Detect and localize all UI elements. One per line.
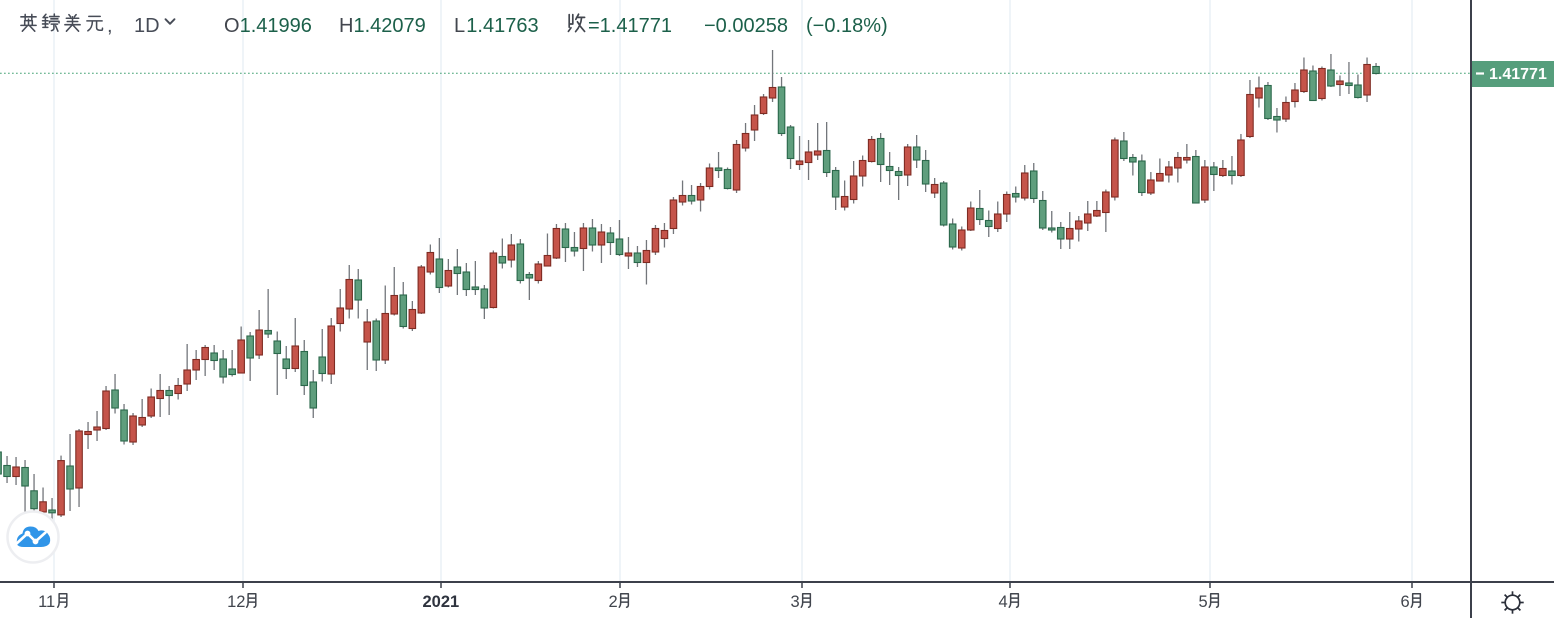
- svg-text:3: 3: [791, 593, 800, 611]
- svg-text:5: 5: [1199, 593, 1208, 611]
- svg-text:(−0.18%): (−0.18%): [806, 15, 888, 37]
- svg-text:1D: 1D: [134, 15, 160, 37]
- svg-text:2: 2: [609, 593, 618, 611]
- svg-text:O: O: [224, 15, 240, 37]
- svg-text:1.41763: 1.41763: [466, 15, 538, 37]
- svg-text:H: H: [339, 15, 353, 37]
- svg-text:4: 4: [999, 593, 1008, 611]
- svg-text:12: 12: [227, 593, 245, 611]
- svg-text:1.42079: 1.42079: [354, 15, 426, 37]
- svg-text:=1.41771: =1.41771: [588, 15, 672, 37]
- svg-text:1.41996: 1.41996: [240, 15, 312, 37]
- svg-text:11: 11: [38, 593, 55, 611]
- svg-text:6: 6: [1401, 593, 1410, 611]
- svg-text:L: L: [454, 15, 465, 37]
- svg-text:,: ,: [107, 15, 113, 37]
- svg-text:2021: 2021: [423, 593, 460, 611]
- svg-text:1.41771: 1.41771: [1489, 66, 1547, 83]
- svg-text:−0.00258: −0.00258: [704, 15, 788, 37]
